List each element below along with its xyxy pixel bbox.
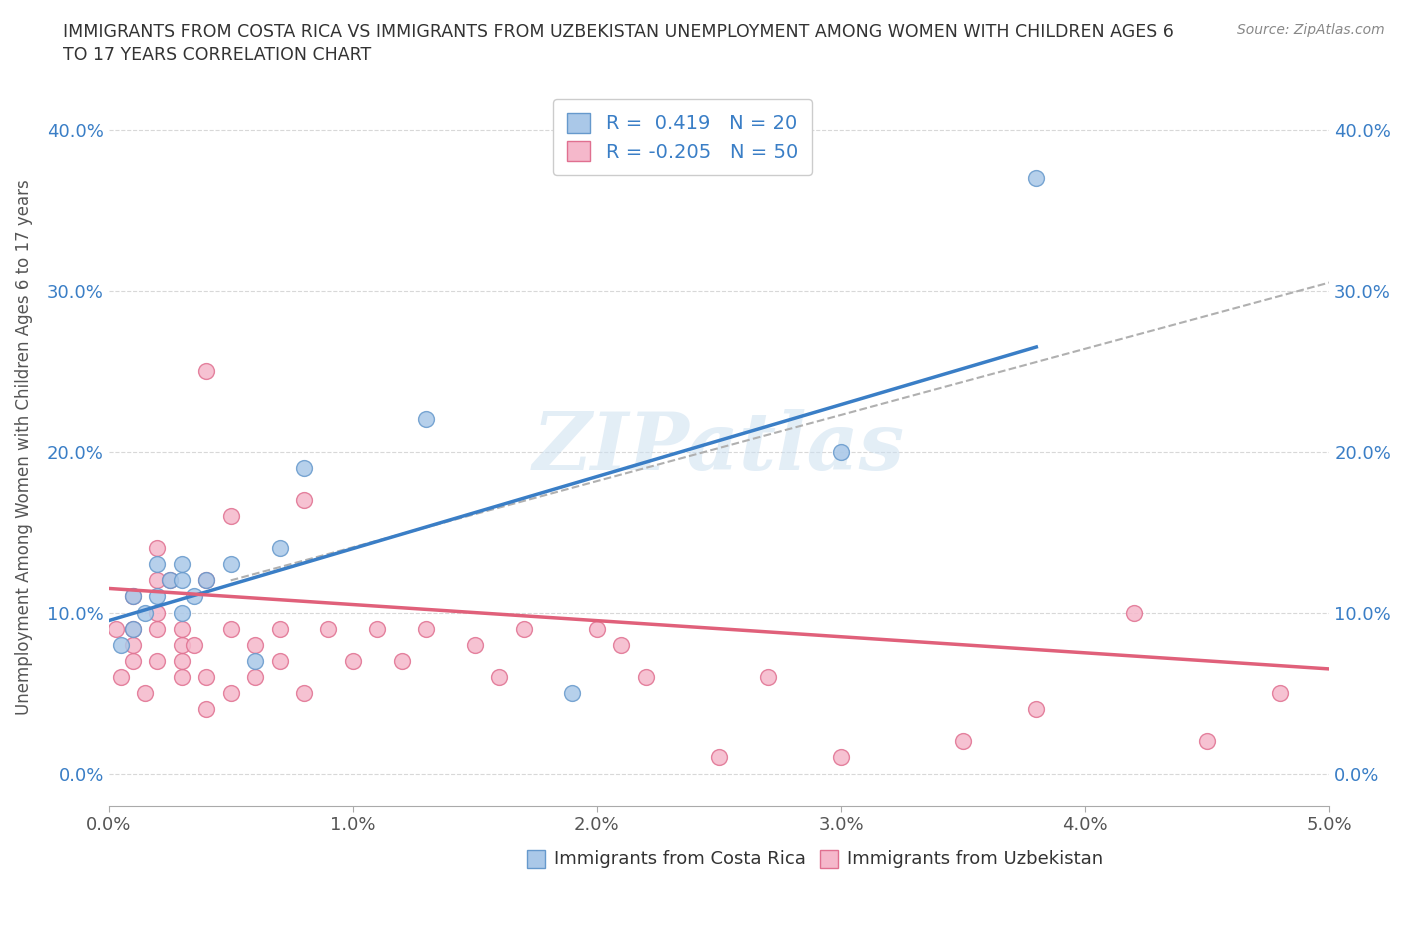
Point [512, 621, 534, 636]
Point [1025, 170, 1047, 185]
Point [586, 621, 609, 636]
Text: IMMIGRANTS FROM COSTA RICA VS IMMIGRANTS FROM UZBEKISTAN UNEMPLOYMENT AMONG WOME: IMMIGRANTS FROM COSTA RICA VS IMMIGRANTS… [63, 23, 1174, 41]
Point [318, 621, 340, 636]
Point [292, 493, 315, 508]
Point [170, 557, 193, 572]
Text: Immigrants from Costa Rica: Immigrants from Costa Rica [554, 851, 806, 869]
Point [183, 637, 205, 652]
Point [415, 621, 437, 636]
Point [269, 654, 291, 669]
Point [195, 670, 218, 684]
Point [146, 557, 169, 572]
Point [122, 621, 145, 636]
Point [122, 621, 145, 636]
Point [146, 573, 169, 588]
Point [415, 412, 437, 427]
Point [1270, 685, 1292, 700]
Point [170, 637, 193, 652]
Point [146, 654, 169, 669]
Point [1197, 734, 1219, 749]
Point [830, 445, 852, 459]
Point [219, 557, 242, 572]
Point [110, 637, 132, 652]
Point [159, 573, 181, 588]
Y-axis label: Unemployment Among Women with Children Ages 6 to 17 years: Unemployment Among Women with Children A… [15, 179, 32, 715]
Point [756, 670, 779, 684]
Point [1123, 605, 1146, 620]
Point [146, 621, 169, 636]
Point [269, 540, 291, 555]
Point [219, 685, 242, 700]
Point [292, 685, 315, 700]
Point [488, 670, 510, 684]
Point [170, 573, 193, 588]
Point [183, 589, 205, 604]
Point [146, 605, 169, 620]
Point [707, 750, 730, 764]
Point [195, 573, 218, 588]
Point [122, 637, 145, 652]
Point [292, 460, 315, 475]
Point [104, 621, 127, 636]
Point [952, 734, 974, 749]
Point [391, 654, 413, 669]
Point [195, 364, 218, 379]
Point [1025, 702, 1047, 717]
Point [146, 540, 169, 555]
Point [146, 589, 169, 604]
Point [830, 750, 852, 764]
Point [134, 685, 156, 700]
Point [219, 509, 242, 524]
Point [243, 654, 266, 669]
Point [610, 637, 633, 652]
Point [122, 589, 145, 604]
Point [195, 573, 218, 588]
Legend: R =  0.419   N = 20, R = -0.205   N = 50: R = 0.419 N = 20, R = -0.205 N = 50 [553, 100, 811, 175]
Point [269, 621, 291, 636]
Point [561, 685, 583, 700]
Point [170, 621, 193, 636]
Point [366, 621, 388, 636]
Point [170, 654, 193, 669]
Point [342, 654, 364, 669]
Point [170, 605, 193, 620]
Point [110, 670, 132, 684]
Text: Source: ZipAtlas.com: Source: ZipAtlas.com [1237, 23, 1385, 37]
Point [634, 670, 657, 684]
Point [219, 621, 242, 636]
Point [134, 605, 156, 620]
Point [243, 670, 266, 684]
Point [122, 654, 145, 669]
Point [195, 702, 218, 717]
Point [159, 573, 181, 588]
Text: TO 17 YEARS CORRELATION CHART: TO 17 YEARS CORRELATION CHART [63, 46, 371, 64]
Text: Immigrants from Uzbekistan: Immigrants from Uzbekistan [846, 851, 1104, 869]
Point [170, 670, 193, 684]
Point [464, 637, 486, 652]
Text: ZIPatlas: ZIPatlas [533, 409, 905, 486]
Point [122, 589, 145, 604]
Point [243, 637, 266, 652]
